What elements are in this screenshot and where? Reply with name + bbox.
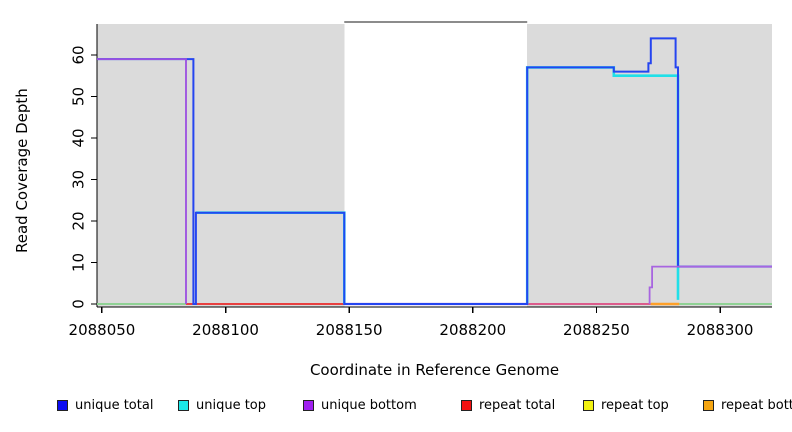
x-tick-label: 2088250	[563, 321, 630, 339]
legend-item-repeat-top: repeat top	[583, 398, 669, 413]
legend-item-unique-bottom: unique bottom	[303, 398, 417, 413]
series-line-unique-bottom-line-a	[97, 58, 187, 304]
legend-swatch-repeat-bottom	[703, 400, 714, 411]
legend-swatch-unique-top	[178, 400, 189, 411]
legend-swatch-unique-total	[57, 400, 68, 411]
legend-label: repeat bottom	[721, 398, 792, 413]
x-tick-label: 2088200	[439, 321, 506, 339]
legend-item-unique-top: unique top	[178, 398, 266, 413]
y-tick-label: 10	[69, 253, 87, 272]
legend-label: unique bottom	[321, 398, 417, 413]
y-tick-label: 60	[69, 45, 87, 64]
x-axis-title: Coordinate in Reference Genome	[309, 361, 560, 379]
x-tick-label: 2088100	[192, 321, 259, 339]
legend-item-unique-total: unique total	[57, 398, 153, 413]
legend-label: repeat total	[479, 398, 556, 413]
legend-label: repeat top	[601, 398, 669, 413]
x-tick-label: 2088050	[69, 321, 136, 339]
y-tick-label: 0	[69, 299, 87, 309]
y-tick-label: 40	[69, 128, 87, 147]
legend-item-repeat-bottom: repeat bottom	[703, 398, 792, 413]
series-line-unique-bottom-line-b	[648, 265, 772, 304]
legend-swatch-repeat-top	[583, 400, 594, 411]
legend: unique total unique top unique bottom repea…	[0, 398, 792, 420]
legend-swatch-unique-bottom	[303, 400, 314, 411]
legend-label: unique total	[75, 398, 154, 413]
x-tick-label: 2088150	[316, 321, 383, 339]
legend-swatch-repeat-total	[461, 400, 472, 411]
legend-label: unique top	[196, 398, 267, 413]
x-tick-label: 2088300	[687, 321, 754, 339]
series-line-unique-total-line	[97, 37, 772, 305]
y-tick-label: 30	[69, 170, 87, 189]
y-tick-label: 50	[69, 87, 87, 106]
y-axis-title: Read Coverage Depth	[13, 88, 31, 253]
y-tick-label: 20	[69, 211, 87, 230]
shaded-region	[97, 24, 345, 307]
legend-item-repeat-total: repeat total	[461, 398, 555, 413]
shaded-region	[527, 24, 772, 307]
